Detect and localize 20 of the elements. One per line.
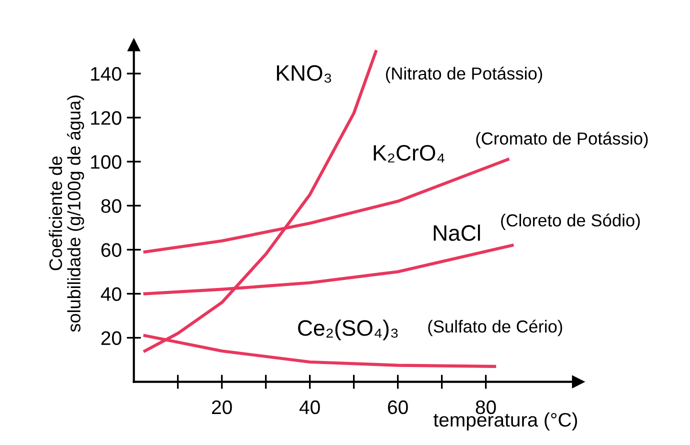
x-tick-label: 60: [388, 400, 408, 414]
annotation: (Cloreto de Sódio): [501, 214, 640, 230]
annotation: (Cromato de Potássio): [476, 132, 648, 148]
y-tick-label: 100: [91, 155, 122, 169]
x-tick-label: 80: [476, 400, 496, 414]
series-label: K₂CrO₄: [374, 144, 444, 162]
y-tick-label: 20: [101, 331, 122, 346]
y-tick-label: 140: [91, 67, 122, 81]
y-tick-label: 60: [101, 243, 122, 257]
series-label: Ce₂(SO₄)₃: [298, 320, 398, 340]
x-tick-label: 20: [212, 400, 232, 414]
series-label: KNO₃: [276, 65, 332, 83]
annotation: (Nitrato de Potássio): [386, 66, 542, 84]
y-axis-title: Coeficiente de solubilidade (g/100g de água): [48, 96, 84, 332]
y-tick-label: 40: [100, 287, 122, 301]
y-tick-label: 80: [101, 199, 122, 213]
annotation: (Sulfato de Cério): [428, 320, 562, 336]
series-label: NaCl: [434, 224, 480, 241]
x-tick-label: 40: [299, 400, 320, 414]
y-tick-label: 120: [91, 111, 122, 125]
